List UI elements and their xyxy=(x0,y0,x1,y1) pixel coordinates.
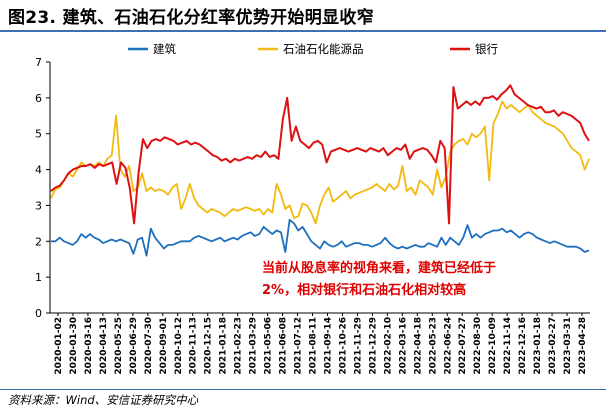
figure-title: 图23. 建筑、石油石化分红率优势开始明显收窄 xyxy=(8,8,374,28)
source-divider xyxy=(0,389,606,390)
x-tick-label: 2022-12-16 xyxy=(518,317,528,375)
chart-axes xyxy=(49,62,590,314)
legend-label-1: 建筑 xyxy=(153,42,176,56)
x-tick-label: 2022-05-23 xyxy=(428,317,438,375)
x-tick-label: 2020-10-12 xyxy=(174,317,184,375)
series-line-3 xyxy=(50,84,590,225)
x-tick-label: 2021-01-18 xyxy=(219,317,229,375)
y-tick-label: 2 xyxy=(35,235,42,248)
x-tick-label: 2022-10-09 xyxy=(488,317,498,375)
title-divider xyxy=(0,30,606,32)
x-tick-label: 2020-12-15 xyxy=(204,317,214,375)
x-tick-label: 2021-08-11 xyxy=(309,317,319,375)
x-tick-label: 2022-11-14 xyxy=(503,317,513,375)
source-note: 资料来源：Wind、安信证券研究中心 xyxy=(8,393,199,407)
y-tick-label: 5 xyxy=(35,128,42,141)
series-line-1 xyxy=(51,218,590,257)
x-tick-label: 2023-01-18 xyxy=(533,317,543,375)
x-tick-label: 2020-07-30 xyxy=(144,317,154,375)
chart-annotation: 当前从股息率的视角来看，建筑已经低于 2%，相对银行和石油石化相对较高 xyxy=(262,260,496,298)
x-tick-label: 2022-08-30 xyxy=(473,317,483,375)
x-tick-label: 2022-02-10 xyxy=(383,317,393,375)
annotation-line-1: 当前从股息率的视角来看，建筑已经低于 xyxy=(262,260,496,276)
chart-legend: 建筑 石油石化能源品 银行 xyxy=(128,42,498,56)
x-tick-label: 2020-09-01 xyxy=(159,317,169,375)
x-axis-ticks: 2020-01-02 2020-01-30 2020-03-16 2020-04-13… xyxy=(54,313,588,375)
x-tick-label: 2022-06-24 xyxy=(443,317,453,375)
y-tick-label: 4 xyxy=(35,164,42,177)
x-tick-label: 2020-01-30 xyxy=(69,317,79,375)
y-tick-label: 7 xyxy=(35,56,42,69)
x-tick-label: 2020-06-29 xyxy=(129,317,139,375)
y-tick-label: 1 xyxy=(35,271,42,284)
x-tick-label: 2021-12-29 xyxy=(368,317,378,375)
x-tick-label: 2021-11-29 xyxy=(353,317,363,375)
y-axis-ticks: 0 1 2 3 4 5 6 7 xyxy=(35,56,50,320)
x-tick-label: 2022-07-27 xyxy=(458,317,468,375)
y-tick-label: 0 xyxy=(35,307,42,320)
x-tick-label: 2021-07-12 xyxy=(294,317,304,375)
legend-label-2: 石油石化能源品 xyxy=(283,42,364,56)
x-tick-label: 2023-04-28 xyxy=(578,317,588,375)
x-tick-label: 2021-10-26 xyxy=(338,317,348,375)
annotation-line-2: 2%，相对银行和石油石化相对较高 xyxy=(262,282,466,298)
legend-label-3: 银行 xyxy=(475,42,498,56)
x-tick-label: 2022-04-18 xyxy=(413,317,423,375)
x-tick-label: 2022-03-16 xyxy=(398,317,408,375)
x-tick-label: 2020-01-02 xyxy=(54,317,64,375)
x-tick-label: 2021-09-14 xyxy=(323,317,333,375)
x-tick-label: 2020-05-25 xyxy=(114,317,124,375)
x-tick-label: 2020-04-13 xyxy=(99,317,109,375)
x-tick-label: 2021-03-29 xyxy=(249,317,259,375)
x-tick-label: 2023-03-31 xyxy=(563,317,573,375)
x-tick-label: 2021-05-06 xyxy=(264,317,274,375)
x-tick-label: 2023-02-27 xyxy=(548,317,558,375)
x-tick-label: 2020-11-13 xyxy=(189,317,199,375)
x-tick-label: 2021-02-23 xyxy=(234,317,244,375)
x-tick-label: 2021-06-08 xyxy=(279,317,289,375)
series-line-2 xyxy=(50,100,590,225)
x-tick-label: 2020-03-16 xyxy=(84,317,94,375)
series-lines xyxy=(50,84,590,257)
y-tick-label: 6 xyxy=(35,92,42,105)
y-tick-label: 3 xyxy=(35,199,42,212)
